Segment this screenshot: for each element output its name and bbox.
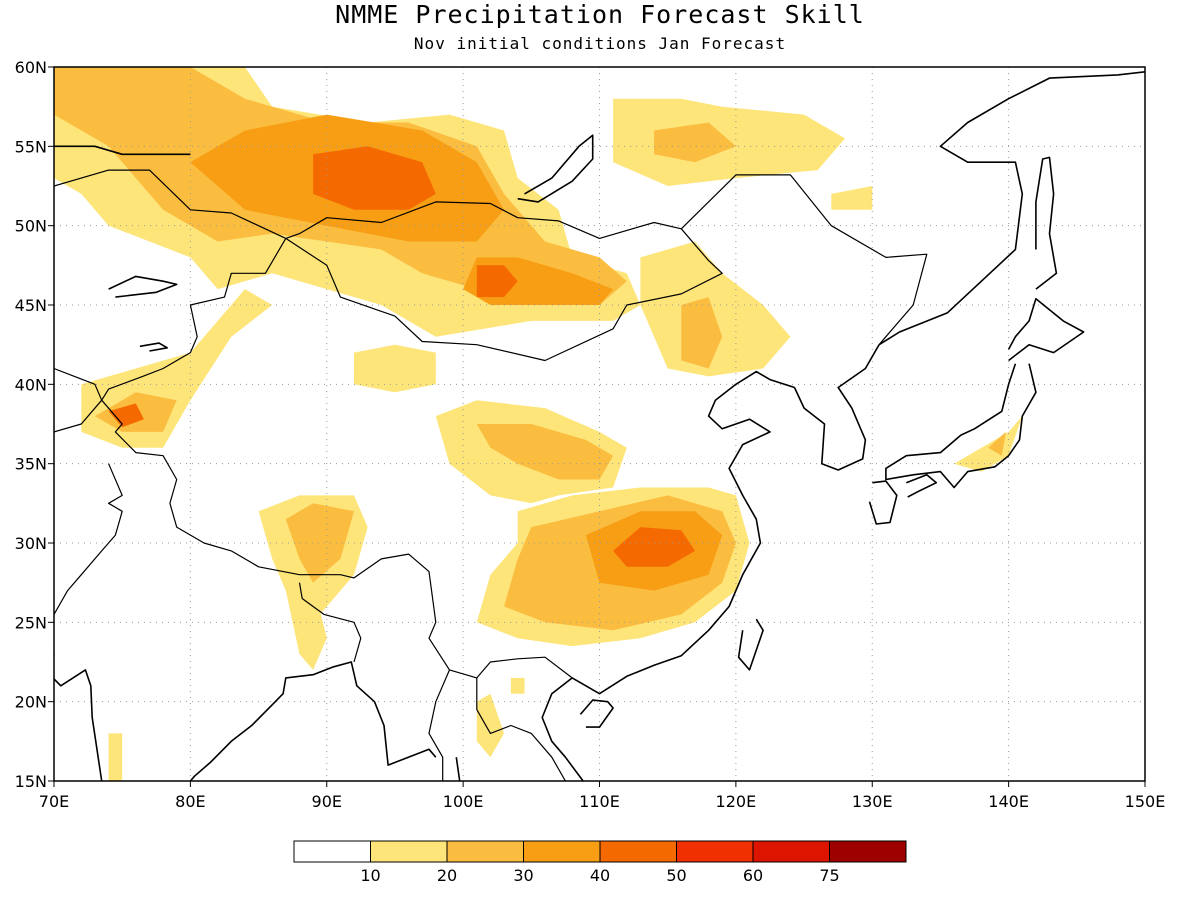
legend-tick-label: 20 — [437, 866, 457, 885]
color-legend: 10 20 30 40 50 60 75 — [293, 840, 907, 885]
lat-tick-label: 40N — [15, 375, 47, 394]
legend-tick-label: 40 — [590, 866, 610, 885]
skill-region-tarim-10 — [354, 344, 436, 393]
lat-tick-label: 55N — [15, 137, 47, 156]
legend-swatch — [370, 840, 448, 863]
legend-tick-label: 50 — [666, 866, 686, 885]
lat-tick-label: 35N — [15, 455, 47, 474]
lat-tick-label: 30N — [15, 534, 47, 553]
lon-tick-label: 80E — [175, 792, 205, 811]
skill-region-south-china-40 — [613, 527, 695, 567]
coastline-hainan — [579, 699, 614, 728]
border-pamir-himalaya — [101, 399, 573, 679]
lon-tick-label: 110E — [579, 792, 620, 811]
lon-tick-label: 130E — [852, 792, 893, 811]
coastline-balkhash — [108, 275, 178, 298]
skill-region-thailand-10 — [476, 693, 504, 758]
lon-tick-label: 70E — [39, 792, 69, 811]
skill-region-burma-10 — [285, 582, 327, 670]
legend-swatch — [676, 840, 754, 863]
legend-swatch — [829, 840, 907, 863]
lon-tick-label: 90E — [312, 792, 342, 811]
skill-region-east-siberia-20 — [654, 122, 736, 163]
border-central-asia-south — [54, 367, 103, 433]
coastline-baikal — [517, 134, 594, 203]
lat-tick-label: 60N — [15, 58, 47, 77]
lat-tick-label: 15N — [15, 772, 47, 791]
legend-swatch — [599, 840, 677, 863]
coastline-china-coast — [571, 370, 795, 695]
coastline-sakhalin — [1035, 156, 1058, 290]
coastline-russia-pacific — [878, 71, 1145, 346]
skill-region-manchuria-10 — [640, 241, 791, 377]
skill-region-japan-10 — [954, 416, 1023, 472]
lon-tick-label: 140E — [988, 792, 1029, 811]
legend-tick-label: 60 — [743, 866, 763, 885]
lon-tick-label: 100E — [443, 792, 484, 811]
lat-tick-label: 45N — [15, 296, 47, 315]
lat-tick-label: 50N — [15, 217, 47, 236]
coastline-korea — [793, 344, 880, 471]
coastline-hokkaido — [1007, 297, 1085, 362]
coastline-indochina — [541, 677, 584, 781]
coastline-kyushu — [868, 480, 898, 525]
skill-contour-layer — [54, 67, 1023, 781]
border-nepal-bhutan-bangladesh — [298, 582, 362, 663]
border-russia-kazakh-china-mongolia — [54, 169, 928, 346]
coastline-caspian-aral-north — [54, 145, 191, 179]
skill-region-central-china-20 — [476, 424, 614, 480]
coastline-bay-bengal — [189, 661, 437, 781]
grid-layer — [54, 67, 1145, 781]
skill-region-siberia-east-blob — [831, 186, 873, 210]
skill-region-manchuria-20 — [681, 297, 723, 369]
skill-region-tibet-20 — [285, 503, 354, 583]
skill-region-hainan-10 — [510, 677, 525, 694]
border-burma-thailand — [428, 669, 451, 781]
coastline-gulf-thailand — [455, 757, 464, 781]
coastline-taiwan — [737, 618, 764, 671]
lat-tick-label: 25N — [15, 613, 47, 632]
coastline-shikoku — [906, 473, 938, 498]
border-china-mongolia — [285, 228, 723, 362]
legend-swatch — [752, 840, 830, 863]
skill-region-northwest-40 — [313, 146, 436, 210]
border-china-kazakh-west — [101, 238, 287, 401]
chart-title: NMME Precipitation Forecast Skill — [335, 0, 865, 29]
coastline-layer — [54, 71, 1145, 781]
lat-tick-label: 20N — [15, 693, 47, 712]
axis-layer: 70E 80E 90E 100E 110E 120E 130E 140E 150E 15N 20N 2… — [15, 58, 1166, 811]
coastline-honshu — [885, 363, 1037, 489]
chart-subtitle: Nov initial conditions Jan Forecast — [413, 34, 787, 53]
border-layer — [54, 169, 928, 781]
lon-tick-label: 120E — [716, 792, 757, 811]
border-india-pakistan — [54, 463, 123, 616]
legend-swatch — [523, 840, 601, 863]
legend-tick-label: 75 — [819, 866, 839, 885]
coastline-issyk-kul — [139, 342, 168, 352]
legend-swatch — [446, 840, 524, 863]
legend-tick-label: 10 — [360, 866, 380, 885]
legend-swatch — [293, 840, 371, 863]
lon-tick-label: 150E — [1125, 792, 1166, 811]
coastline-india-west — [54, 653, 103, 781]
border-laos-vietnam — [476, 677, 566, 781]
legend-tick-label: 30 — [513, 866, 533, 885]
skill-region-arabian-sea-10 — [108, 733, 123, 781]
skill-region-west-pamir-40 — [108, 403, 144, 428]
skill-region-japan-20 — [988, 431, 1006, 456]
skill-region-mongolia-40 — [476, 265, 518, 298]
